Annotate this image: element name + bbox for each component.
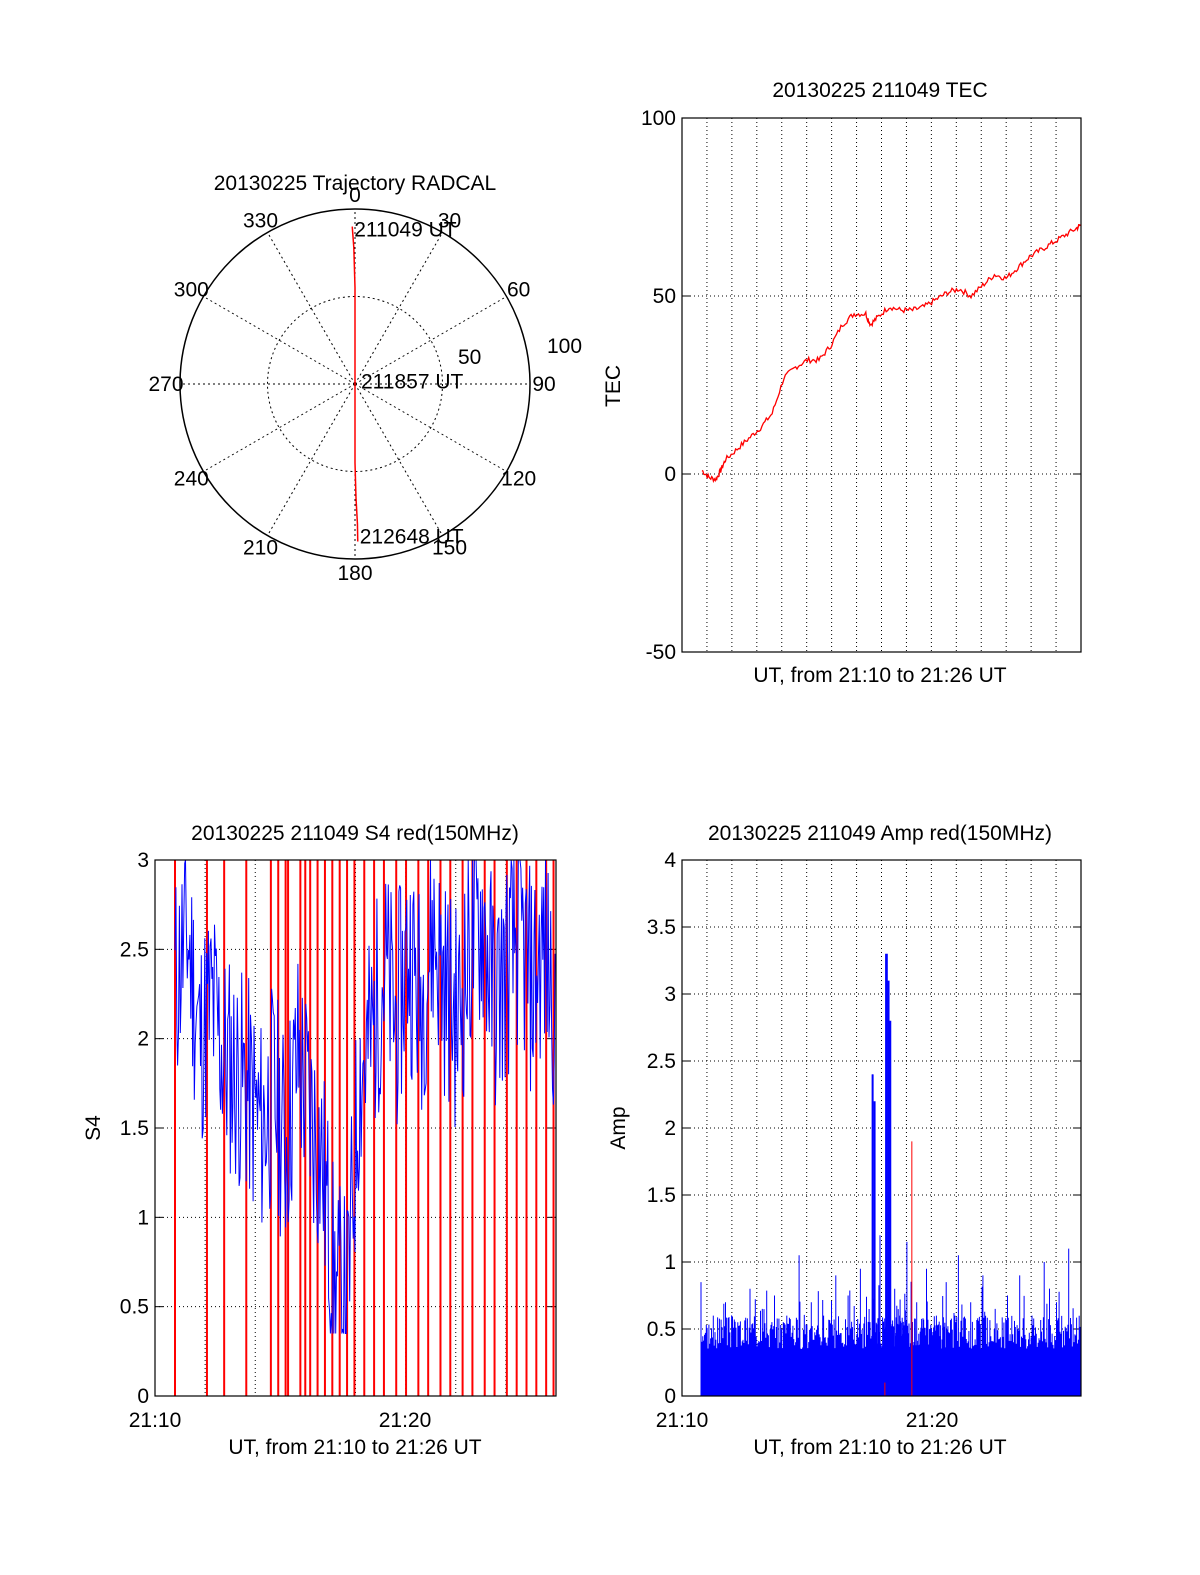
tec-title: 20130225 211049 TEC <box>772 79 987 102</box>
amp-xlabel: UT, from 21:10 to 21:26 UT <box>753 1436 1006 1459</box>
polar-spoke <box>354 383 507 472</box>
plot-frame <box>154 859 557 1397</box>
y-tick-label: 3 <box>664 983 676 1006</box>
y-tick-label: 3.5 <box>647 916 676 939</box>
polar-angle-label: 180 <box>337 562 372 585</box>
y-tick-label: 50 <box>653 285 676 308</box>
y-tick-label: -50 <box>646 641 676 664</box>
amp-panel: 20130225 211049 Amp red(150MHz) UT, from… <box>607 822 1082 1459</box>
polar-outer-circle <box>179 208 531 560</box>
y-tick-label: 2 <box>137 1028 149 1051</box>
y-tick-label: 100 <box>641 107 676 130</box>
y-tick-label: 1.5 <box>120 1117 149 1140</box>
x-tick-label: 21:20 <box>906 1409 959 1432</box>
s4-xlabel: UT, from 21:10 to 21:26 UT <box>228 1436 481 1459</box>
y-tick-label: 1 <box>137 1206 149 1229</box>
polar-radius-label: 50 <box>458 346 481 369</box>
s4-ylabel: S4 <box>82 1115 105 1141</box>
annotation-end: 212648 UT <box>360 525 464 548</box>
x-tick-label: 21:20 <box>379 1409 432 1432</box>
polar-spoke <box>354 383 443 536</box>
annotation-start: 211049 UT <box>354 219 457 242</box>
polar-angle-label: 60 <box>507 279 530 302</box>
y-tick-label: 2.5 <box>647 1050 676 1073</box>
polar-angle-label: 120 <box>501 468 536 491</box>
plot-frame <box>681 117 1082 653</box>
amp-title: 20130225 211049 Amp red(150MHz) <box>708 822 1052 845</box>
annotation-center: 211857 UT <box>361 371 464 394</box>
polar-angle-label: 270 <box>148 373 183 396</box>
polar-angle-label: 30 <box>438 209 461 232</box>
y-tick-label: 1.5 <box>647 1184 676 1207</box>
polar-spoke <box>354 296 507 385</box>
y-tick-label: 4 <box>664 849 676 872</box>
polar-trajectory-panel: 20130225 Trajectory RADCAL 0 30 60 90 120 150… <box>148 172 582 585</box>
polar-trajectory-line <box>351 226 359 542</box>
amp-ylabel: Amp <box>607 1106 630 1149</box>
polar-spoke <box>203 296 356 385</box>
polar-angle-label: 90 <box>532 373 555 396</box>
tec-panel: 20130225 211049 TEC UT, from 21:10 to 21… <box>602 79 1082 687</box>
y-tick-label: 1 <box>664 1251 676 1274</box>
tec-xlabel: UT, from 21:10 to 21:26 UT <box>753 664 1006 687</box>
s4-title: 20130225 211049 S4 red(150MHz) <box>191 822 519 845</box>
polar-angle-label: 300 <box>174 279 209 302</box>
polar-spoke <box>203 383 356 472</box>
polar-angle-label: 0 <box>349 184 361 207</box>
tec-ylabel: TEC <box>602 365 625 407</box>
x-tick-label: 21:10 <box>656 1409 709 1432</box>
polar-angle-label: 210 <box>243 537 278 560</box>
s4-blue-series <box>174 859 556 1334</box>
y-tick-label: 0 <box>137 1385 149 1408</box>
plot-frame <box>681 859 1082 1397</box>
amp-blue-series <box>700 953 1081 1396</box>
x-tick-label: 21:10 <box>129 1409 182 1432</box>
y-tick-label: 0.5 <box>120 1296 149 1319</box>
y-tick-label: 0.5 <box>647 1318 676 1341</box>
polar-spoke <box>267 232 356 385</box>
polar-spoke <box>354 232 443 385</box>
polar-title: 20130225 Trajectory RADCAL <box>214 172 497 195</box>
polar-angle-label: 240 <box>174 468 209 491</box>
polar-angle-label: 150 <box>432 537 467 560</box>
s4-panel: 20130225 211049 S4 red(150MHz) UT, from … <box>82 822 557 1459</box>
y-tick-label: 0 <box>664 463 676 486</box>
polar-radius-label: 100 <box>547 335 582 358</box>
y-tick-label: 3 <box>137 849 149 872</box>
polar-angle-label: 330 <box>243 209 278 232</box>
y-tick-label: 0 <box>664 1385 676 1408</box>
polar-spoke <box>267 383 356 536</box>
y-tick-label: 2.5 <box>120 938 149 961</box>
tec-series-line <box>701 224 1082 484</box>
y-tick-label: 2 <box>664 1117 676 1140</box>
